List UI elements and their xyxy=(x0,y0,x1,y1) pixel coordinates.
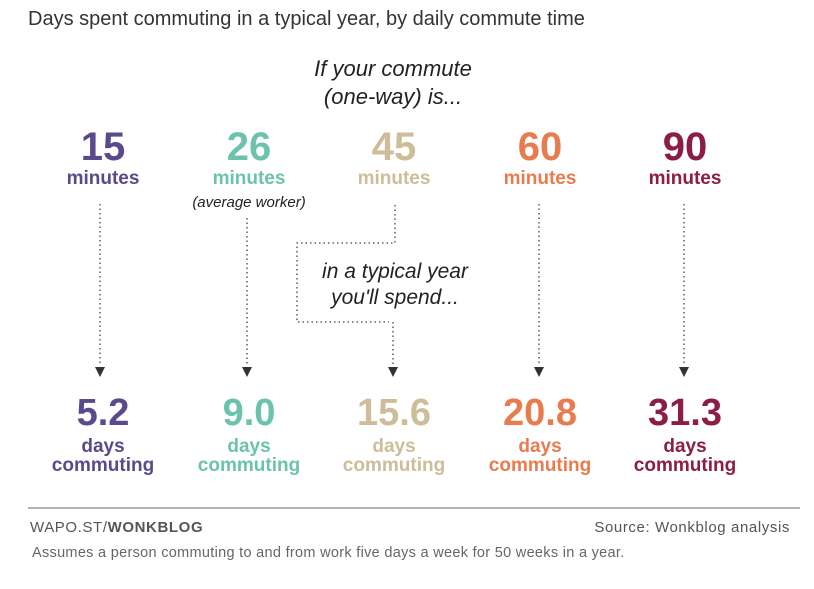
commute-minutes-value: 60 xyxy=(518,125,563,169)
footer-site-bold: WONKBLOG xyxy=(108,519,204,536)
middle-line-2: you'll spend... xyxy=(329,286,459,309)
arrow-head xyxy=(534,367,544,377)
commute-minutes-unit: minutes xyxy=(649,168,722,189)
commuting-unit: commuting xyxy=(52,455,154,476)
intro-line-2: (one-way) is... xyxy=(324,84,462,109)
arrow-head xyxy=(679,367,689,377)
middle-line-1: in a typical year xyxy=(322,260,469,283)
days-unit: days xyxy=(663,436,706,457)
commute-minutes-value: 45 xyxy=(372,125,417,169)
commute-minutes-value: 15 xyxy=(81,125,126,169)
callout-bracket xyxy=(296,205,396,323)
commute-minutes-value: 90 xyxy=(663,125,708,169)
chart-title: Days spent commuting in a typical year, … xyxy=(28,8,585,30)
intro-line-1: If your commute xyxy=(314,56,472,81)
days-value: 20.8 xyxy=(503,392,577,434)
days-unit: days xyxy=(372,436,415,457)
commuting-unit: commuting xyxy=(198,455,300,476)
commuting-unit: commuting xyxy=(343,455,445,476)
days-value: 15.6 xyxy=(357,392,431,434)
days-value: 31.3 xyxy=(648,392,722,434)
days-unit: days xyxy=(81,436,124,457)
middle-callout-box: in a typical year you'll spend... xyxy=(296,205,469,323)
commute-minutes-value: 26 xyxy=(227,125,272,169)
days-value: 9.0 xyxy=(223,392,276,434)
commute-minutes-unit: minutes xyxy=(504,168,577,189)
commute-minutes-unit: minutes xyxy=(213,168,286,189)
commute-minutes-unit: minutes xyxy=(358,168,431,189)
column-note: (average worker) xyxy=(192,194,305,211)
days-value: 5.2 xyxy=(77,392,130,434)
footer-site-prefix: WAPO.ST/ xyxy=(30,519,108,536)
arrow-head xyxy=(388,367,398,377)
commute-columns: 15minutes5.2dayscommuting26minutes(avera… xyxy=(52,125,736,476)
arrow-head xyxy=(95,367,105,377)
commuting-unit: commuting xyxy=(634,455,736,476)
commute-minutes-unit: minutes xyxy=(67,168,140,189)
days-unit: days xyxy=(518,436,561,457)
footer-credit: WAPO.ST/WONKBLOG xyxy=(30,519,203,536)
source-note: Source: Wonkblog analysis xyxy=(594,519,790,536)
arrow-head xyxy=(242,367,252,377)
days-unit: days xyxy=(227,436,270,457)
footnote: Assumes a person commuting to and from w… xyxy=(32,545,625,561)
commuting-unit: commuting xyxy=(489,455,591,476)
